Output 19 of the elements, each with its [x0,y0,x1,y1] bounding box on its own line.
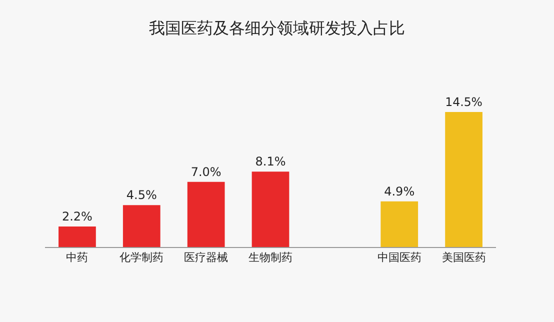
bar [252,172,290,247]
x-tick-label: 医疗器械 [184,251,228,264]
chart-title: 我国医药及各细分领域研发投入占比 [149,18,405,38]
x-tick-label: 中药 [66,251,88,264]
x-tick-label: 化学制药 [120,251,164,264]
data-label: 8.1% [255,154,286,169]
bar [58,226,96,247]
data-label: 2.2% [62,210,92,224]
x-tick-label: 美国医药 [442,251,486,264]
bar [187,182,225,247]
x-tick-label: 中国医药 [377,251,422,264]
bar [445,112,482,247]
x-tick-label: 生物制药 [248,251,292,264]
data-label: 7.0% [190,164,222,179]
bar [380,201,418,247]
data-label: 14.5% [445,95,482,110]
bar [122,205,160,247]
data-label: 4.9% [384,184,415,198]
data-label: 4.5% [126,188,157,202]
